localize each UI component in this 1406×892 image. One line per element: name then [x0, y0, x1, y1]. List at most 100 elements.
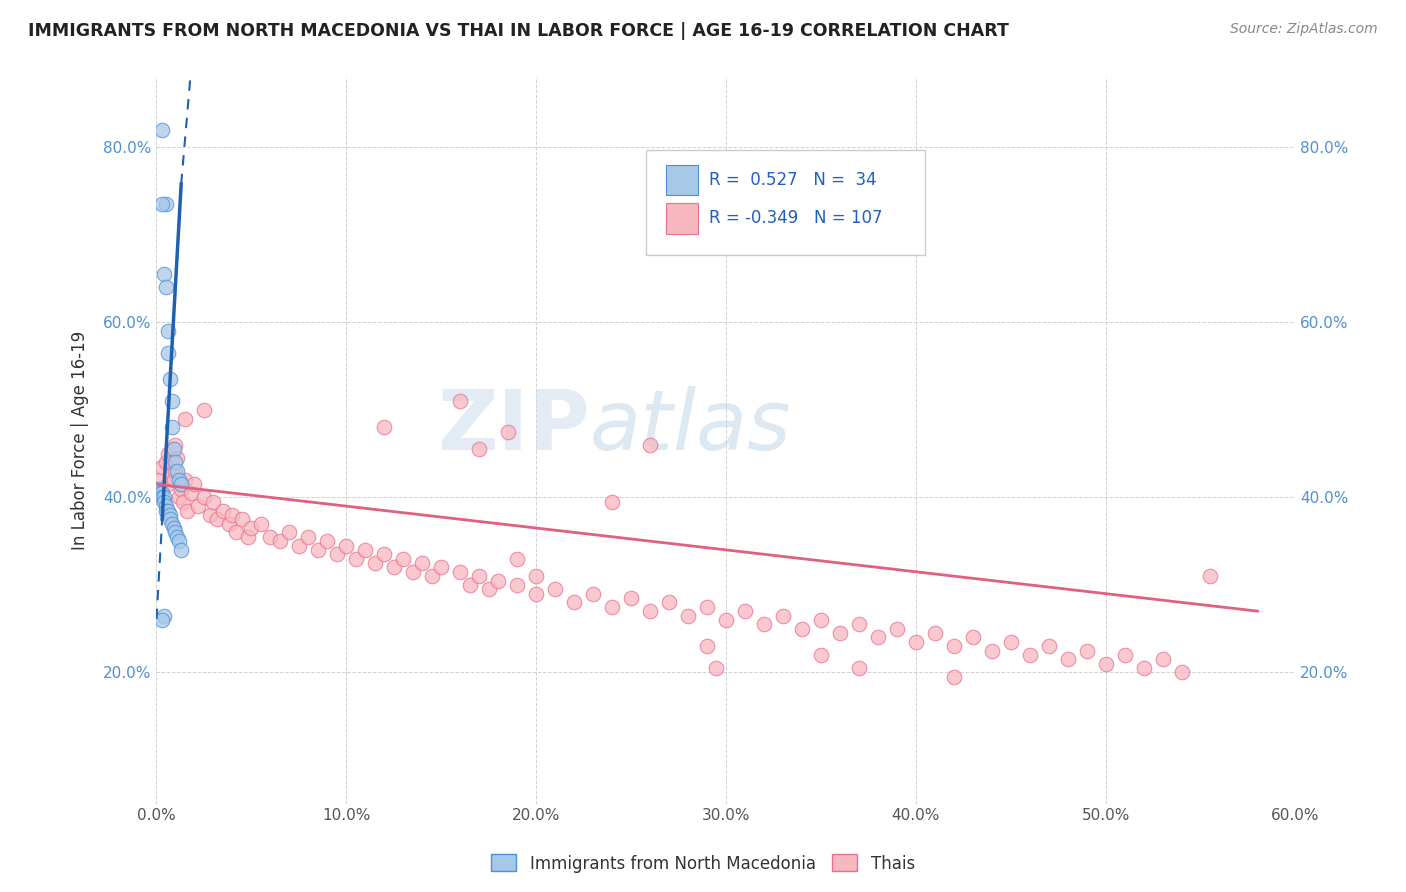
- Y-axis label: In Labor Force | Age 16-19: In Labor Force | Age 16-19: [72, 331, 89, 550]
- Point: [165, 464, 187, 478]
- Point: [772, 608, 794, 623]
- Point: [176, 503, 198, 517]
- Point: [156, 447, 179, 461]
- Point: [411, 556, 433, 570]
- Point: [402, 565, 425, 579]
- Point: [278, 525, 301, 540]
- Point: [162, 473, 184, 487]
- Point: [1076, 643, 1098, 657]
- Point: [638, 604, 661, 618]
- Point: [458, 578, 481, 592]
- Point: [866, 631, 889, 645]
- Point: [810, 613, 832, 627]
- Point: [486, 574, 509, 588]
- Point: [148, 482, 170, 496]
- Point: [165, 438, 187, 452]
- Text: ZIP: ZIP: [437, 385, 589, 467]
- Point: [962, 631, 984, 645]
- Point: [848, 617, 870, 632]
- Text: R = -0.349   N = 107: R = -0.349 N = 107: [709, 210, 883, 227]
- Point: [150, 613, 173, 627]
- Text: atlas: atlas: [589, 385, 792, 467]
- Point: [658, 595, 681, 609]
- Point: [382, 560, 405, 574]
- Legend: Immigrants from North Macedonia, Thais: Immigrants from North Macedonia, Thais: [485, 847, 921, 880]
- Point: [166, 530, 188, 544]
- Text: R =  0.527   N =  34: R = 0.527 N = 34: [709, 171, 876, 189]
- Point: [150, 491, 173, 505]
- Point: [174, 411, 197, 425]
- Point: [160, 420, 183, 434]
- Point: [600, 599, 623, 614]
- Point: [180, 486, 202, 500]
- Point: [160, 455, 183, 469]
- Point: [153, 495, 176, 509]
- Point: [169, 491, 191, 505]
- Point: [172, 495, 194, 509]
- Point: [155, 503, 177, 517]
- Point: [600, 495, 623, 509]
- Point: [170, 477, 193, 491]
- Point: [187, 499, 209, 513]
- Point: [1114, 648, 1136, 662]
- Point: [316, 534, 339, 549]
- Point: [924, 626, 946, 640]
- Point: [169, 473, 191, 487]
- Point: [193, 491, 215, 505]
- Point: [259, 530, 281, 544]
- Point: [1132, 661, 1154, 675]
- Point: [150, 123, 173, 137]
- Point: [714, 613, 737, 627]
- Point: [160, 394, 183, 409]
- Bar: [665, 203, 697, 234]
- Point: [420, 569, 443, 583]
- Point: [207, 512, 229, 526]
- Point: [449, 565, 471, 579]
- Point: [886, 622, 908, 636]
- Point: [155, 197, 177, 211]
- Point: [676, 608, 699, 623]
- Point: [904, 634, 927, 648]
- Point: [1000, 634, 1022, 648]
- Point: [354, 542, 377, 557]
- Point: [221, 508, 243, 522]
- Point: [202, 495, 225, 509]
- Point: [153, 268, 176, 282]
- Point: [269, 534, 291, 549]
- Point: [165, 455, 187, 469]
- Point: [297, 530, 319, 544]
- Point: [790, 622, 813, 636]
- Point: [307, 542, 329, 557]
- Point: [1018, 648, 1040, 662]
- Point: [373, 420, 395, 434]
- Point: [156, 346, 179, 360]
- Point: [156, 477, 179, 491]
- Point: [620, 591, 643, 605]
- Point: [942, 670, 965, 684]
- Point: [392, 551, 415, 566]
- Point: [506, 578, 529, 592]
- Point: [496, 425, 519, 439]
- Point: [524, 569, 547, 583]
- Point: [980, 643, 1002, 657]
- Point: [155, 455, 177, 469]
- Point: [198, 508, 221, 522]
- Point: [430, 560, 453, 574]
- Point: [212, 503, 235, 517]
- Text: Source: ZipAtlas.com: Source: ZipAtlas.com: [1230, 22, 1378, 37]
- Point: [174, 473, 197, 487]
- Point: [166, 464, 188, 478]
- Point: [150, 486, 173, 500]
- Point: [696, 599, 718, 614]
- Point: [231, 512, 253, 526]
- Point: [364, 556, 387, 570]
- Point: [155, 499, 177, 513]
- Point: [562, 595, 585, 609]
- Point: [468, 442, 491, 457]
- Bar: [665, 165, 697, 195]
- Point: [156, 503, 179, 517]
- Point: [160, 516, 183, 531]
- Point: [734, 604, 756, 618]
- Point: [218, 516, 240, 531]
- Point: [1199, 569, 1222, 583]
